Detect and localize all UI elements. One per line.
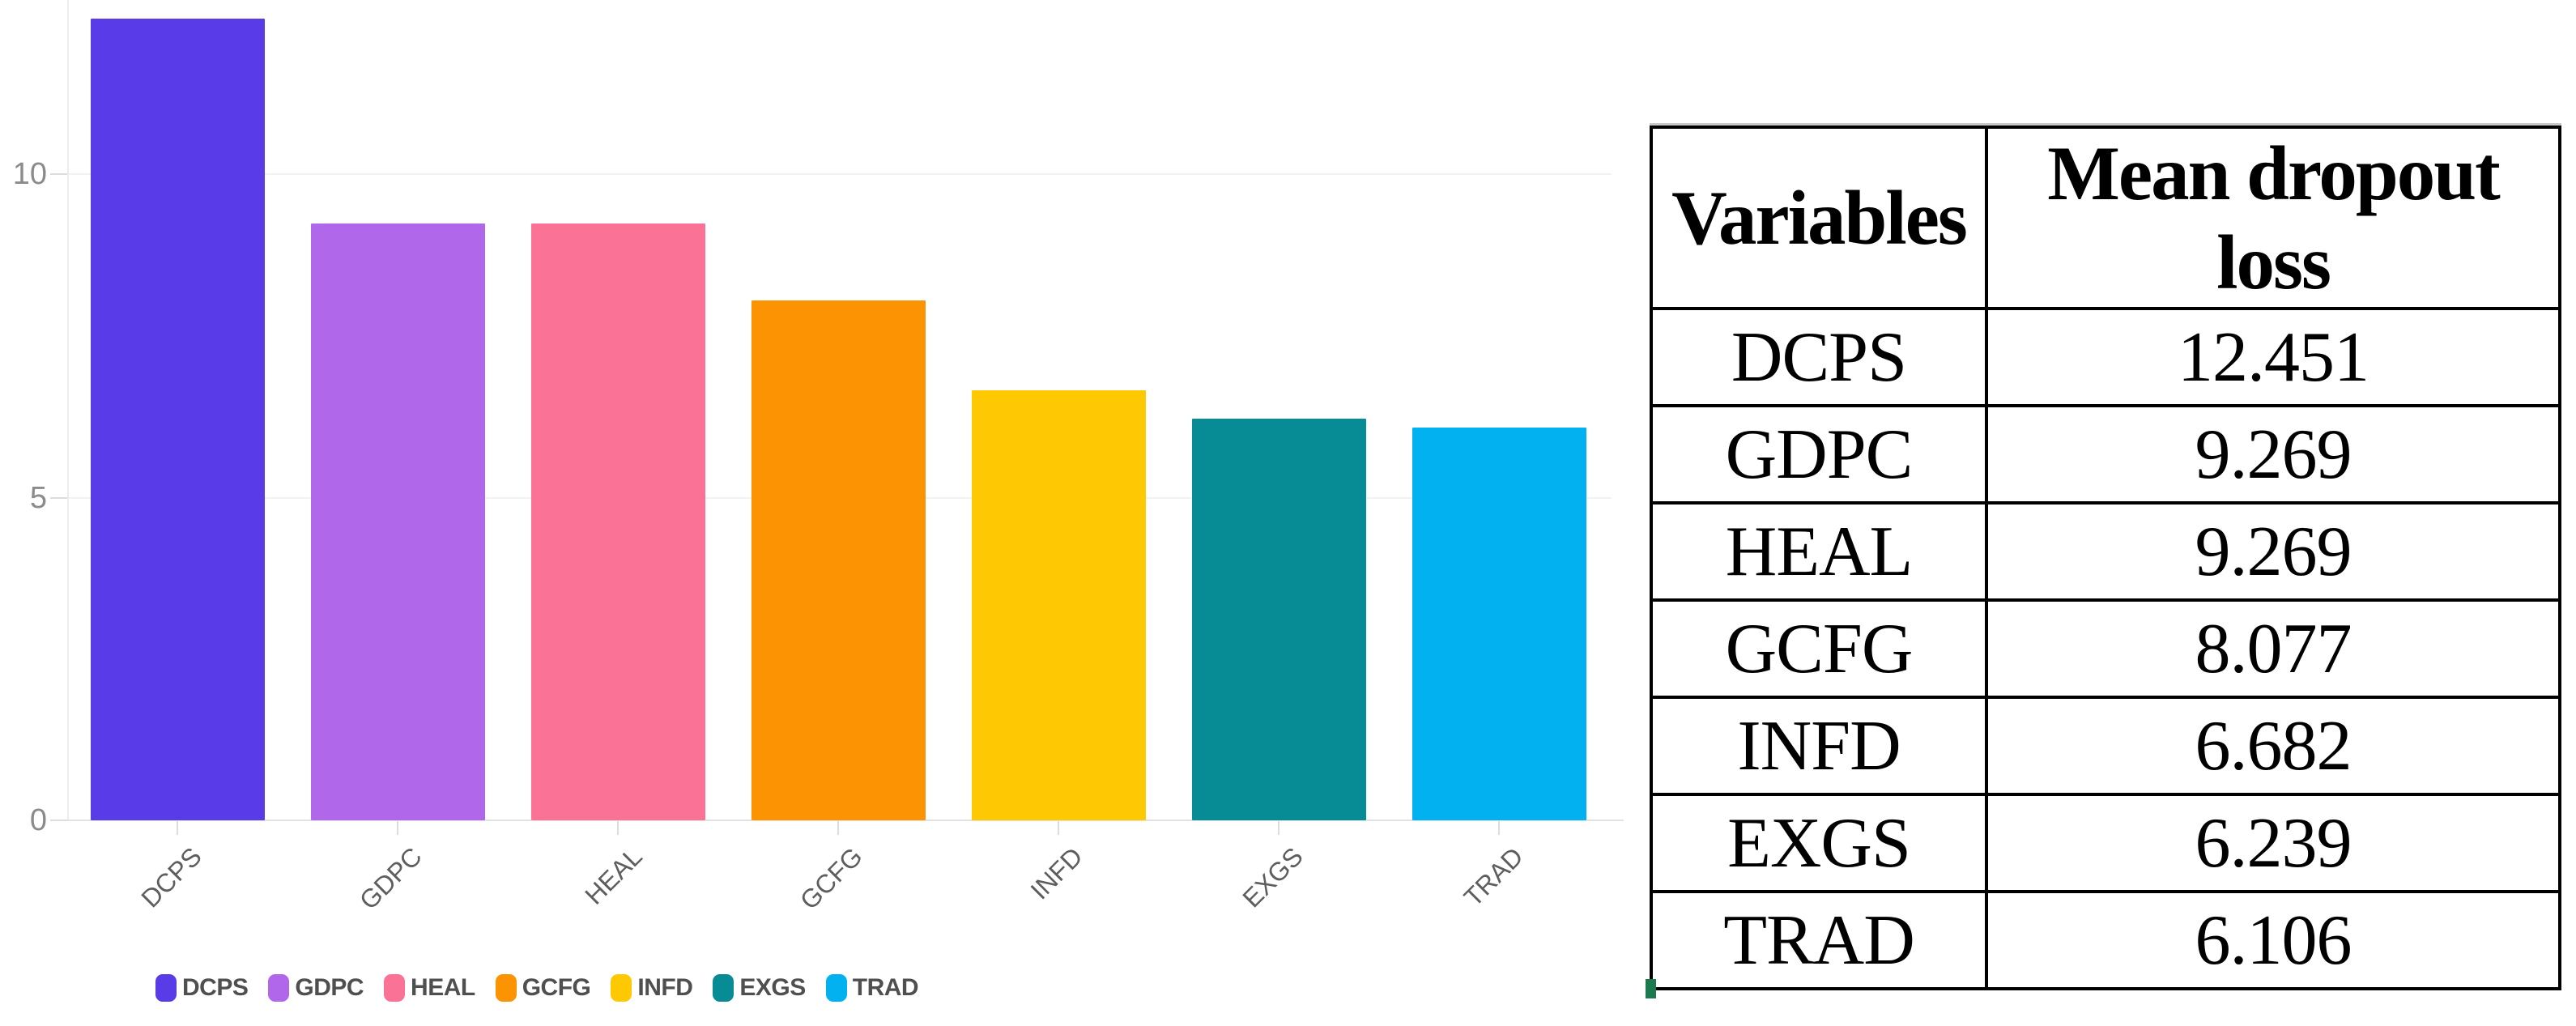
cell-variable: HEAL xyxy=(1650,501,1988,602)
x-tick xyxy=(1498,821,1500,835)
table-row: EXGS 6.239 xyxy=(1650,793,2561,893)
y-tick xyxy=(50,497,67,499)
cell-variable: DCPS xyxy=(1650,307,1988,407)
x-tick-label-infd: INFD xyxy=(1024,841,1088,905)
cell-variable: EXGS xyxy=(1650,793,1988,893)
legend-label: EXGS xyxy=(739,974,806,1001)
x-tick-label-exgs: EXGS xyxy=(1237,841,1309,913)
x-axis-line xyxy=(67,820,1624,821)
table-row: HEAL 9.269 xyxy=(1650,501,2561,602)
legend-label: INFD xyxy=(637,974,693,1001)
legend-swatch-gcfg xyxy=(495,974,517,1002)
bar-gdpc xyxy=(311,224,485,820)
cell-variable: INFD xyxy=(1650,696,1988,796)
table-selection-handle xyxy=(1646,979,1656,998)
legend-item-gcfg: GCFG xyxy=(495,974,591,1002)
cell-value: 6.106 xyxy=(1985,890,2561,990)
legend-swatch-infd xyxy=(611,974,632,1002)
y-tick-label-5: 5 xyxy=(29,481,47,515)
x-tick xyxy=(1278,821,1279,835)
header-mean-dropout: Mean dropout loss xyxy=(1985,126,2561,310)
legend-item-dcps: DCPS xyxy=(155,974,249,1002)
cell-variable: GDPC xyxy=(1650,404,1988,504)
legend-label: HEAL xyxy=(411,974,475,1001)
y-tick-label-0: 0 xyxy=(29,803,47,837)
dropout-loss-table: Variables Mean dropout loss DCPS 12.451 … xyxy=(1646,126,2561,998)
x-tick xyxy=(837,821,839,835)
x-tick-label-trad: TRAD xyxy=(1458,841,1529,913)
bar-exgs xyxy=(1192,419,1366,820)
cell-value: 6.239 xyxy=(1985,793,2561,893)
legend-swatch-heal xyxy=(384,974,406,1002)
header-variables: Variables xyxy=(1650,126,1988,310)
bar-dcps xyxy=(91,19,265,820)
gridline-10 xyxy=(67,173,1612,175)
x-tick xyxy=(1058,821,1059,835)
cell-value: 6.682 xyxy=(1985,696,2561,796)
x-tick xyxy=(397,821,398,835)
x-tick-label-gdpc: GDPC xyxy=(353,841,428,916)
legend-swatch-gdpc xyxy=(268,974,290,1002)
x-tick xyxy=(617,821,619,835)
legend-label: GCFG xyxy=(522,974,591,1001)
cell-value: 9.269 xyxy=(1985,501,2561,602)
table-row: GDPC 9.269 xyxy=(1650,404,2561,504)
legend-label: TRAD xyxy=(852,974,919,1001)
table-row: INFD 6.682 xyxy=(1650,696,2561,796)
table-header-row: Variables Mean dropout loss xyxy=(1650,126,2561,310)
legend-item-heal: HEAL xyxy=(384,974,475,1002)
x-tick-label-heal: HEAL xyxy=(579,841,648,910)
cell-variable: GCFG xyxy=(1650,598,1988,699)
bar-trad xyxy=(1412,428,1586,820)
table-row: DCPS 12.451 xyxy=(1650,307,2561,407)
legend-item-exgs: EXGS xyxy=(713,974,806,1002)
y-tick xyxy=(50,820,67,821)
x-tick-label-gcfg: GCFG xyxy=(794,841,868,916)
cell-value: 12.451 xyxy=(1985,307,2561,407)
legend-label: GDPC xyxy=(295,974,364,1001)
y-tick-label-10: 10 xyxy=(12,157,47,191)
legend-item-trad: TRAD xyxy=(825,974,919,1002)
bar-heal xyxy=(531,224,705,820)
cell-value: 8.077 xyxy=(1985,598,2561,699)
table-row: TRAD 6.106 xyxy=(1650,890,2561,990)
legend-swatch-exgs xyxy=(713,974,734,1002)
y-axis-line xyxy=(67,0,69,820)
bar-gcfg xyxy=(752,300,926,820)
chart-legend: DCPS GDPC HEAL GCFG INFD EXGS xyxy=(155,974,919,1002)
table: Variables Mean dropout loss DCPS 12.451 … xyxy=(1650,126,2561,990)
cell-value: 9.269 xyxy=(1985,404,2561,504)
legend-label: DCPS xyxy=(182,974,249,1001)
legend-swatch-trad xyxy=(825,974,847,1002)
table-row: GCFG 8.077 xyxy=(1650,598,2561,699)
cell-variable: TRAD xyxy=(1650,890,1988,990)
legend-item-infd: INFD xyxy=(611,974,693,1002)
y-tick xyxy=(50,173,67,175)
x-tick xyxy=(177,821,178,835)
legend-swatch-dcps xyxy=(155,974,177,1002)
legend-item-gdpc: GDPC xyxy=(268,974,364,1002)
x-tick-label-dcps: DCPS xyxy=(135,841,207,913)
bar-infd xyxy=(972,390,1146,820)
